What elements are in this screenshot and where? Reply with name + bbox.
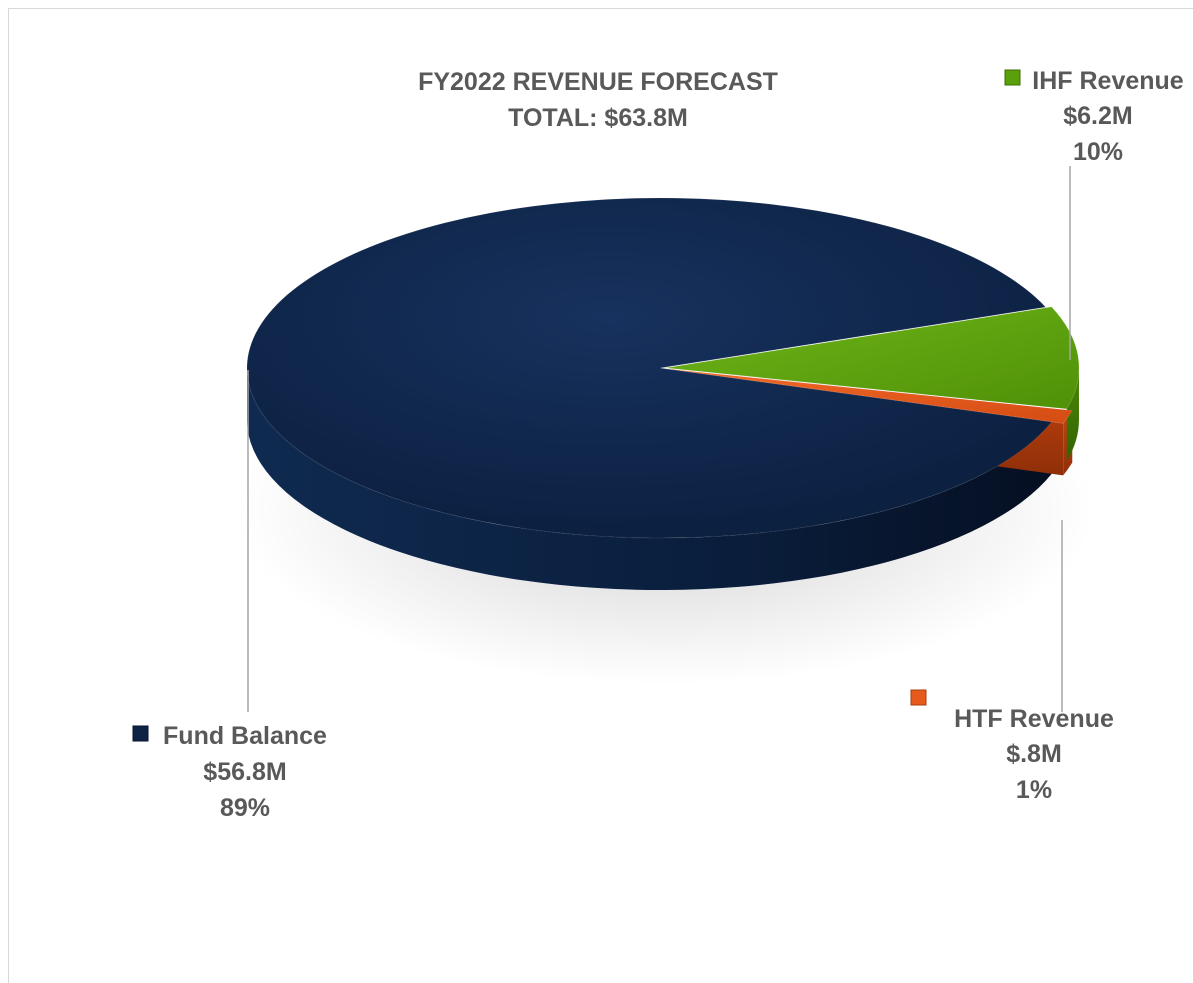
slice-label-fund-balance-name: Fund Balance [163, 722, 327, 750]
pie-side-fund-balance [247, 368, 1052, 590]
chart-subtitle: TOTAL: $63.8M [508, 104, 688, 132]
slice-label-ihf-revenue-name: IHF Revenue [1032, 67, 1184, 95]
pie-slices [246, 197, 1080, 590]
pie-slice-ihf-revenue [665, 306, 1080, 410]
chart-area [8, 8, 1193, 983]
slice-label-ihf-revenue-amount: $6.2M [1063, 102, 1132, 130]
legend-swatch-fund-balance [132, 725, 149, 742]
slice-label-fund-balance-percent: 89% [220, 794, 270, 822]
slice-label-htf-revenue-percent: 1% [1016, 776, 1052, 804]
legend-swatch-ihf-revenue [1004, 69, 1021, 86]
slice-label-fund-balance-amount: $56.8M [203, 758, 286, 786]
chart-title: FY2022 REVENUE FORECAST [418, 68, 778, 96]
slice-label-htf-revenue-amount: $.8M [1006, 740, 1062, 768]
pie-side-ihf-revenue [1066, 367, 1079, 461]
pie-slice-fund-balance [246, 197, 1053, 539]
pie-slice-htf-revenue [671, 368, 1074, 424]
slice-label-ihf-revenue-percent: 10% [1073, 138, 1123, 166]
legend-swatch-htf-revenue [910, 689, 927, 706]
slice-label-htf-revenue-name: HTF Revenue [954, 705, 1114, 733]
